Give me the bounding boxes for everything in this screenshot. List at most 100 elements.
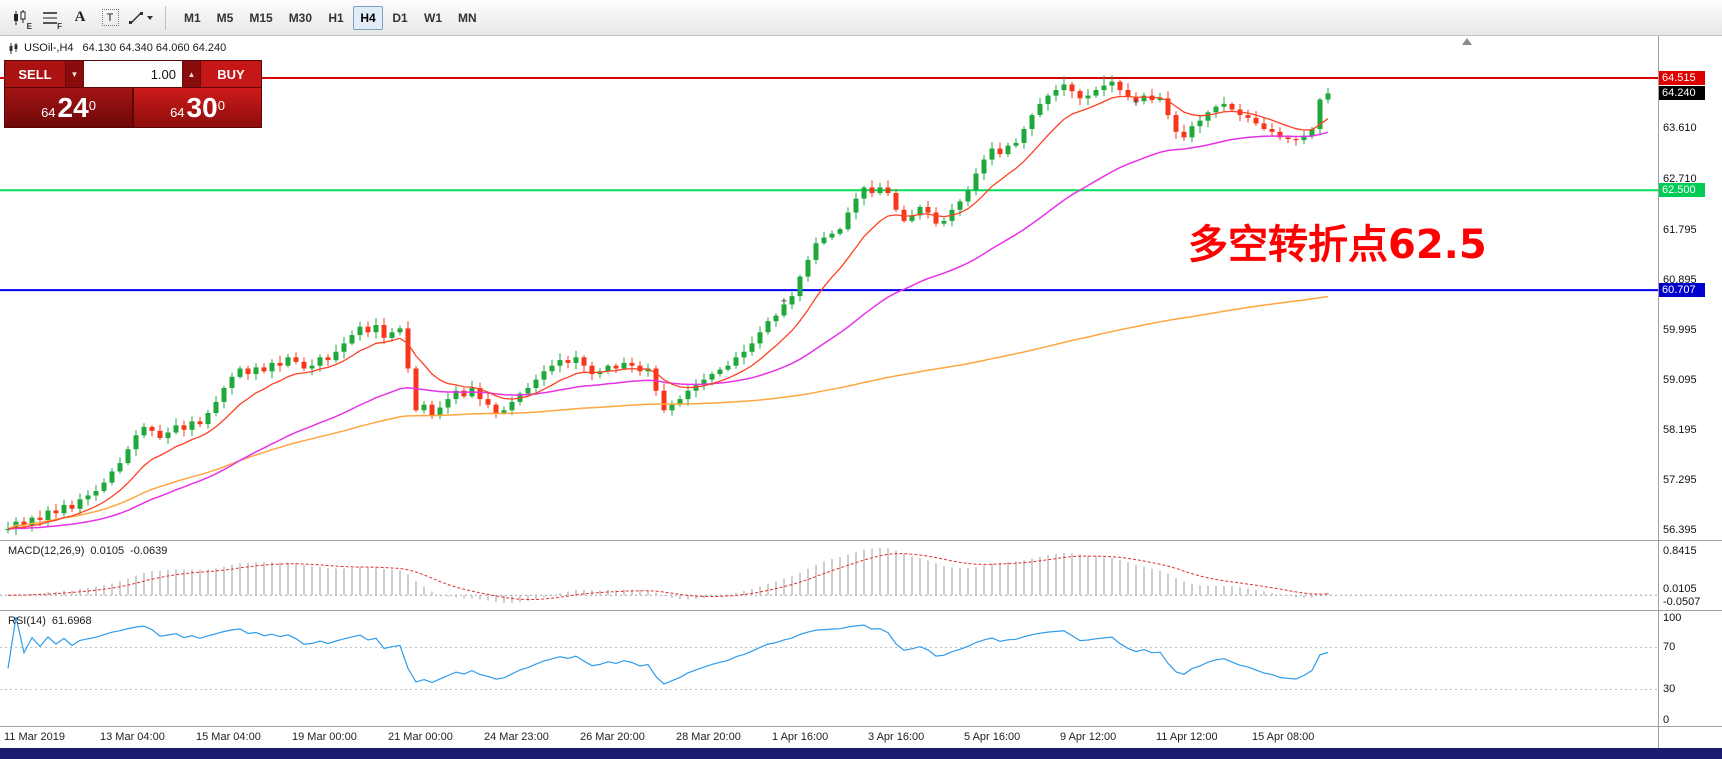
oct-top-row: SELL ▼ ▲ BUY [5, 61, 261, 87]
rsi-scale-0: 0 [1663, 714, 1670, 726]
boxed-t-icon: T [101, 9, 119, 26]
time-axis-label: 13 Mar 04:00 [100, 731, 165, 743]
list-lines-icon [43, 11, 57, 24]
macd-histogram [15, 548, 1329, 603]
time-axis-label: 5 Apr 16:00 [964, 731, 1021, 743]
time-axis-label: 15 Apr 08:00 [1252, 731, 1315, 743]
symbol-timeframe-label: USOil-,H4 [24, 42, 74, 54]
rsi-value: 61.6968 [51, 615, 92, 627]
time-axis-label: 21 Mar 00:00 [388, 731, 453, 743]
rsi-scale-100: 100 [1663, 612, 1682, 624]
macd-scale-max: 0.8415 [1663, 545, 1697, 557]
chart-title: USOil-,H4 64.130 64.340 64.060 64.240 [8, 42, 226, 54]
time-axis-label: 1 Apr 16:00 [772, 731, 829, 743]
price-tag-60.707: 60.707 [1659, 283, 1705, 297]
ma-fast-line [7, 95, 1329, 530]
time-axis-label: 28 Mar 20:00 [676, 731, 741, 743]
price-tag-62.500: 62.500 [1659, 183, 1705, 197]
timeframe-h4-button[interactable]: H4 [353, 5, 384, 30]
time-axis-label: 15 Mar 04:00 [196, 731, 261, 743]
timeframe-m30-button[interactable]: M30 [282, 6, 319, 30]
time-axis-label: 11 Mar 2019 [4, 731, 65, 743]
toolbar: E F A T M1 M5 M15 M30 H1 H4 D1 W1 MN [0, 0, 1722, 36]
timeframe-mn-button[interactable]: MN [451, 6, 484, 30]
ma-mid-line [7, 131, 1329, 530]
macd-main-value: 0.0105 [90, 545, 125, 557]
rsi-indicator-label: RSI(14) 61.6968 [8, 615, 92, 627]
volume-decrease-button[interactable]: ▼ [65, 61, 84, 87]
indicator-levels-button[interactable]: F [36, 5, 64, 31]
line-studies-button[interactable] [126, 5, 154, 31]
timeframe-w1-button[interactable]: W1 [417, 6, 449, 30]
price-scale-label: 59.995 [1663, 324, 1697, 336]
buy-price-button[interactable]: 64 30 0 [134, 88, 261, 127]
timeframe-button-group: M1 M5 M15 M30 H1 H4 D1 W1 MN [177, 5, 484, 30]
buy-button[interactable]: BUY [201, 61, 261, 87]
price-scale-label: 56.395 [1663, 524, 1697, 536]
rsi-line [7, 616, 1329, 685]
buy-price-int: 64 [170, 105, 185, 120]
price-scale-label: 57.295 [1663, 474, 1697, 486]
price-scale-label: 58.195 [1663, 424, 1697, 436]
buy-price-frac: 0 [217, 98, 225, 113]
chart-marker: + [781, 295, 787, 307]
symbol-mini-chart-icon [9, 42, 18, 54]
timeframe-h1-button[interactable]: H1 [321, 6, 351, 30]
chart-shift-marker[interactable] [1462, 38, 1472, 45]
text-tool-button[interactable]: A [66, 5, 94, 31]
rsi-scale-70: 70 [1663, 641, 1676, 653]
trendline-icon [128, 11, 143, 24]
timeframe-m5-button[interactable]: M5 [210, 6, 241, 30]
price-scale-label: 59.095 [1663, 374, 1697, 386]
sell-price-int: 64 [41, 105, 56, 120]
macd-signal-line [7, 553, 1329, 600]
macd-indicator-label: MACD(12,26,9) 0.0105 -0.0639 [8, 545, 167, 557]
toolbar-separator [165, 5, 166, 30]
candlestick-chart-icon [14, 9, 26, 25]
macd-scale-current: 0.0105 [1663, 583, 1697, 595]
sell-price-button[interactable]: 64 24 0 [5, 88, 132, 127]
time-axis-label: 24 Mar 23:00 [484, 731, 549, 743]
sell-price-frac: 0 [88, 98, 96, 113]
time-axis-label: 26 Mar 20:00 [580, 731, 645, 743]
volume-input[interactable] [84, 61, 182, 87]
volume-increase-button[interactable]: ▲ [182, 61, 201, 87]
price-scale-label: 62.710 [1663, 173, 1697, 185]
price-scale-separator [1658, 36, 1659, 748]
ma-slow-line [7, 295, 1329, 530]
macd-signal-value: -0.0639 [130, 545, 168, 557]
text-box-tool-button[interactable]: T [96, 5, 124, 31]
price-tag-64.515: 64.515 [1659, 71, 1705, 85]
macd-indicator-plot[interactable] [0, 541, 1658, 610]
chart-marker: + [1133, 97, 1139, 109]
chart-text-annotation: 多空转折点62.5 [1188, 222, 1487, 268]
bottom-window-bar [0, 748, 1722, 759]
sell-button[interactable]: SELL [5, 61, 65, 87]
panel-separator [0, 726, 1722, 727]
rsi-indicator-plot[interactable] [0, 611, 1658, 726]
sell-price-main: 24 [57, 91, 89, 123]
letter-a-icon: A [74, 9, 86, 25]
timeframe-m1-button[interactable]: M1 [177, 6, 208, 30]
oct-price-row: 64 24 0 64 30 0 [5, 87, 261, 127]
chart-style-button[interactable]: E [6, 5, 34, 31]
rsi-scale-30: 30 [1663, 683, 1676, 695]
timeframe-m15-button[interactable]: M15 [242, 6, 279, 30]
candles-layer [5, 75, 1331, 536]
badge-e-label: E [26, 21, 32, 31]
buy-price-main: 30 [186, 91, 218, 123]
macd-title: MACD(12,26,9) [8, 545, 85, 557]
price-scale-label: 63.610 [1663, 122, 1697, 134]
main-chart-plot[interactable]: ++ [0, 36, 1658, 540]
panel-separator[interactable] [0, 540, 1722, 541]
timeframe-d1-button[interactable]: D1 [385, 6, 415, 30]
rsi-title: RSI(14) [8, 615, 46, 627]
price-scale[interactable]: 63.610 62.710 61.795 60.895 59.995 59.095 58.1… [1659, 36, 1722, 726]
time-axis[interactable]: 11 Mar 2019 13 Mar 04:00 15 Mar 04:00 19 Ma… [0, 726, 1722, 748]
macd-scale-min: -0.0507 [1663, 596, 1701, 608]
panel-separator[interactable] [0, 610, 1722, 611]
ohlc-values: 64.130 64.340 64.060 64.240 [82, 42, 227, 54]
time-axis-label: 11 Apr 12:00 [1156, 731, 1218, 743]
